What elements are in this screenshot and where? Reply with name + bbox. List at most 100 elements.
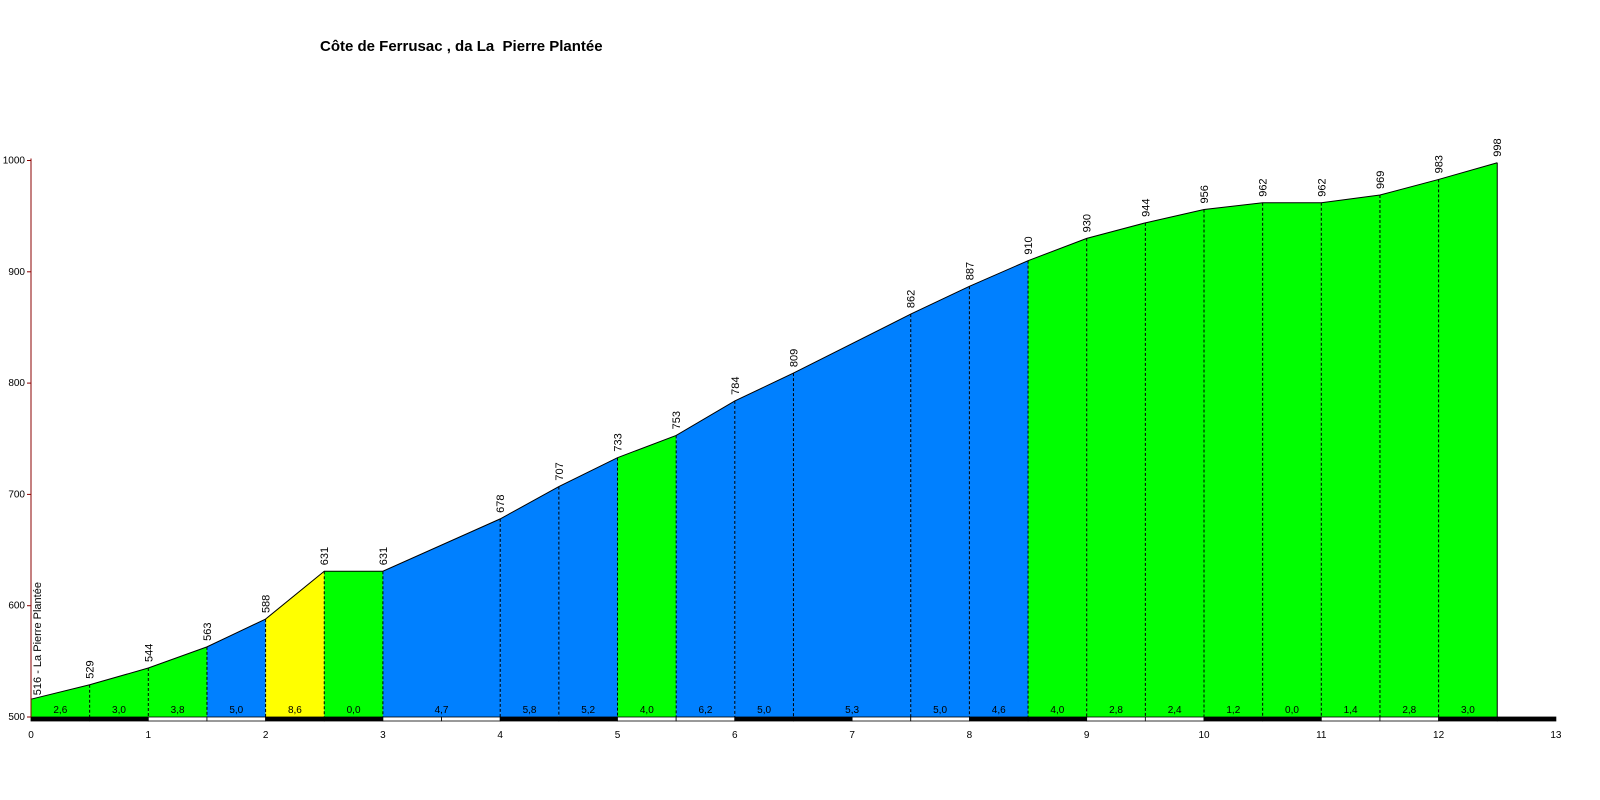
- x-tick-label: 6: [732, 730, 738, 741]
- x-tick-label: 2: [263, 730, 269, 741]
- y-tick-label: 800: [8, 378, 25, 389]
- gradient-label: 2,6: [53, 705, 67, 716]
- gradient-label: 3,0: [1461, 705, 1475, 716]
- km-bar-segment: [1379, 716, 1439, 722]
- y-tick-label: 900: [8, 267, 25, 278]
- profile-segment: [89, 668, 149, 717]
- gradient-label: 3,8: [171, 705, 185, 716]
- x-tick-label: 10: [1198, 730, 1210, 741]
- profile-segment: [1379, 179, 1439, 717]
- km-bar-segment: [30, 716, 91, 722]
- x-tick-label: 0: [28, 730, 34, 741]
- elevation-label: 962: [1316, 178, 1328, 196]
- gradient-label: 4,0: [1050, 705, 1064, 716]
- x-tick-label: 8: [967, 730, 973, 741]
- elevation-label: 563: [202, 623, 214, 641]
- elevation-label: 998: [1492, 138, 1504, 156]
- elevation-label: 631: [319, 547, 331, 565]
- gradient-label: 8,6: [288, 705, 302, 716]
- elevation-label: 544: [143, 644, 155, 662]
- km-bar-segment: [1320, 716, 1381, 722]
- elevation-label: 969: [1375, 171, 1387, 189]
- km-bar-segment: [1086, 716, 1146, 722]
- km-bar-segment: [1027, 716, 1088, 722]
- chart-title: Côte de Ferrusac , da La Pierre Plantée: [320, 38, 603, 55]
- km-bar-segment: [89, 716, 149, 722]
- gradient-label: 5,8: [523, 705, 537, 716]
- x-tick-label: 4: [497, 730, 503, 741]
- x-tick-label: 12: [1433, 730, 1445, 741]
- km-bar-segment: [969, 716, 1029, 722]
- gradient-label: 2,4: [1168, 705, 1182, 716]
- profile-segment: [324, 571, 383, 717]
- gradient-label: 4,0: [640, 705, 654, 716]
- elevation-label: 733: [613, 433, 625, 451]
- profile-segment: [500, 486, 559, 717]
- y-tick-label: 700: [8, 489, 25, 500]
- elevation-label: 678: [495, 495, 507, 513]
- gradient-label: 2,8: [1402, 705, 1416, 716]
- profile-segment: [1086, 222, 1146, 717]
- gradient-label: 4,7: [435, 705, 449, 716]
- km-bar-segment: [851, 716, 912, 722]
- km-bar-segment: [147, 716, 208, 722]
- km-bar-segment: [617, 716, 677, 722]
- gradient-label: 1,4: [1344, 705, 1358, 716]
- elevation-label: 784: [730, 377, 742, 395]
- elevation-label: 631: [378, 547, 390, 565]
- x-tick-label: 3: [380, 730, 386, 741]
- y-tick-label: 500: [8, 712, 25, 723]
- elevation-label: 956: [1199, 185, 1211, 203]
- gradient-label: 5,0: [229, 705, 243, 716]
- km-bar-segment: [1438, 716, 1498, 722]
- km-bar-segment: [910, 716, 970, 722]
- elevation-label: 962: [1258, 178, 1270, 196]
- km-bar-segment: [499, 716, 560, 722]
- x-tick-label: 11: [1316, 730, 1327, 741]
- km-bar-segment: [734, 716, 794, 722]
- elevation-label: 862: [906, 290, 918, 308]
- elevation-label: 983: [1434, 155, 1446, 173]
- profile-segment: [617, 435, 677, 717]
- x-tick-label: 7: [849, 730, 855, 741]
- km-bar-segment: [265, 716, 325, 722]
- profile-segment: [1262, 202, 1322, 717]
- profile-segment: [1145, 209, 1204, 718]
- profile-segment: [206, 619, 266, 717]
- x-tick-label: 1: [146, 730, 152, 741]
- elevation-label: 910: [1023, 236, 1035, 254]
- gradient-label: 5,3: [845, 705, 859, 716]
- profile-segment: [793, 314, 911, 717]
- elevation-label: 529: [85, 660, 97, 678]
- x-tick-label: 5: [615, 730, 621, 741]
- elevation-label: 753: [671, 411, 683, 429]
- elevation-label: 707: [554, 462, 566, 480]
- profile-segment: [910, 286, 970, 717]
- profile-segment: [676, 400, 735, 717]
- x-tick-label: 9: [1084, 730, 1090, 741]
- x-tick-label: 13: [1550, 730, 1562, 741]
- gradient-label: 4,6: [992, 705, 1006, 716]
- elevation-label: 944: [1140, 198, 1152, 216]
- km-bar-segment: [1262, 716, 1322, 722]
- gradient-label: 5,0: [757, 705, 771, 716]
- elevation-label: 809: [788, 349, 800, 367]
- km-bar-segment: [323, 716, 384, 722]
- km-bar-segment: [558, 716, 618, 722]
- gradient-label: 5,2: [581, 705, 595, 716]
- gradient-label: 0,0: [347, 705, 361, 716]
- gradient-label: 5,0: [933, 705, 947, 716]
- elevation-label: 887: [964, 262, 976, 280]
- elevation-label: 588: [261, 595, 273, 613]
- profile-segment: [1321, 195, 1380, 718]
- km-bar-segment: [1144, 716, 1205, 722]
- km-bar-segment: [1496, 716, 1557, 722]
- km-bar-segment: [675, 716, 736, 722]
- profile-line: [30, 162, 1498, 700]
- profile-segment: [558, 457, 618, 717]
- profile-segment: [1028, 238, 1087, 717]
- km-bar-segment: [793, 716, 853, 722]
- km-bar-segment: [1203, 716, 1264, 722]
- km-bar-segment: [206, 716, 266, 722]
